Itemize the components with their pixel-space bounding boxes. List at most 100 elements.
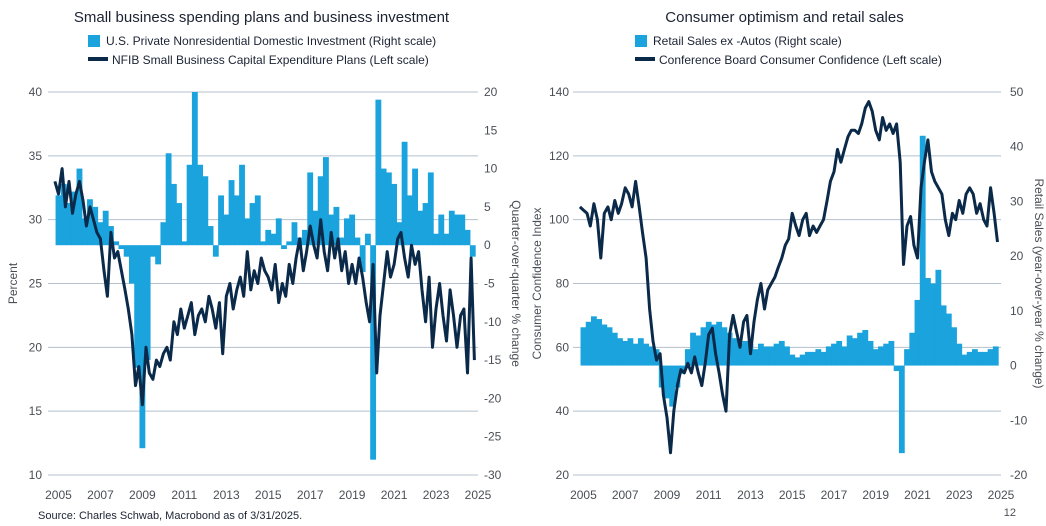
x-tick-label: 2005 bbox=[45, 488, 72, 502]
bar bbox=[700, 327, 707, 366]
x-tick-label: 2011 bbox=[171, 488, 197, 502]
bar bbox=[128, 245, 135, 284]
bar bbox=[757, 343, 764, 366]
legend-swatch-line bbox=[88, 57, 108, 61]
x-tick-label: 2011 bbox=[696, 488, 722, 502]
bar bbox=[716, 321, 723, 366]
bar bbox=[971, 349, 978, 366]
bar bbox=[590, 316, 597, 366]
bar bbox=[364, 233, 371, 246]
bar bbox=[904, 349, 910, 366]
bar bbox=[794, 357, 801, 366]
y-tick-label-right: 5 bbox=[484, 200, 491, 214]
y-tick-label-right: -10 bbox=[484, 315, 502, 329]
legend-item-bar: Retail Sales ex -Autos (Right scale) bbox=[635, 34, 842, 48]
x-tick-label: 2015 bbox=[255, 488, 282, 502]
x-tick-label: 2019 bbox=[339, 488, 366, 502]
bar bbox=[799, 354, 806, 366]
bar bbox=[820, 351, 827, 366]
bar bbox=[291, 222, 298, 246]
bar bbox=[622, 340, 629, 366]
bar bbox=[349, 214, 356, 246]
bar bbox=[867, 340, 874, 366]
source-note: Source: Charles Schwab, Macrobond as of … bbox=[38, 510, 303, 522]
y-tick-label-right: 40 bbox=[1010, 140, 1024, 154]
y-axis-title-right: Quarter-over-quarter % change bbox=[509, 200, 523, 367]
y-tick-label-right: 10 bbox=[484, 162, 498, 176]
bar bbox=[752, 349, 759, 366]
y-tick-label-left: 80 bbox=[556, 277, 570, 291]
bar bbox=[841, 346, 848, 366]
legend-label: NFIB Small Business Capital Expenditure … bbox=[112, 53, 429, 67]
y-tick-label-right: 0 bbox=[1010, 359, 1017, 373]
bar bbox=[359, 245, 366, 273]
bar bbox=[585, 321, 592, 366]
bar bbox=[784, 346, 790, 366]
page-number: 12 bbox=[1003, 507, 1016, 519]
bar bbox=[721, 327, 728, 366]
x-tick-label: 2017 bbox=[297, 488, 324, 502]
bar bbox=[992, 346, 999, 366]
bar bbox=[617, 338, 623, 366]
y-tick-label-left: 35 bbox=[29, 149, 43, 163]
y-tick-label-left: 15 bbox=[29, 404, 43, 418]
x-tick-label: 2013 bbox=[737, 488, 764, 502]
bar bbox=[380, 168, 387, 246]
x-tick-label: 2007 bbox=[87, 488, 114, 502]
y-tick-label-right: 0 bbox=[484, 238, 491, 252]
bar bbox=[139, 245, 146, 449]
legend-label: Conference Board Consumer Confidence (Le… bbox=[659, 53, 942, 67]
bar bbox=[857, 332, 863, 366]
bar bbox=[580, 327, 587, 366]
bar bbox=[956, 343, 963, 366]
bar bbox=[883, 343, 890, 366]
bar bbox=[134, 245, 141, 368]
x-tick-label: 2023 bbox=[946, 488, 973, 502]
bar bbox=[233, 195, 240, 246]
y-tick-label-right: 10 bbox=[1010, 304, 1024, 318]
bar bbox=[930, 283, 937, 366]
bar bbox=[831, 343, 837, 366]
bar bbox=[149, 245, 156, 257]
bar bbox=[97, 222, 104, 246]
bar bbox=[197, 164, 203, 246]
x-tick-label: 2009 bbox=[654, 488, 681, 502]
bar bbox=[307, 172, 314, 246]
bar bbox=[773, 343, 780, 366]
bar bbox=[742, 340, 749, 366]
bar bbox=[919, 135, 926, 366]
x-tick-label: 2009 bbox=[129, 488, 156, 502]
bar bbox=[606, 327, 613, 366]
y-tick-label-left: 120 bbox=[549, 149, 569, 163]
y-tick-label-right: 30 bbox=[1010, 194, 1024, 208]
chart-plot-left: 4035302520151020151050-5-10-15-20-25-302… bbox=[6, 85, 523, 502]
bar bbox=[815, 349, 822, 366]
bar bbox=[987, 349, 994, 366]
chart-title: Small business spending plans and busine… bbox=[73, 9, 450, 26]
bar bbox=[144, 245, 151, 361]
bar bbox=[611, 332, 618, 366]
bar bbox=[454, 214, 460, 246]
y-tick-label-left: 20 bbox=[29, 340, 43, 354]
y-tick-label-left: 25 bbox=[29, 277, 43, 291]
bar bbox=[160, 222, 167, 246]
legend-swatch-bar bbox=[88, 35, 100, 47]
bar bbox=[768, 346, 775, 366]
chart-panel-left: Small business spending plans and busine… bbox=[0, 0, 523, 510]
bar bbox=[804, 351, 811, 366]
bar bbox=[239, 164, 245, 246]
x-tick-label: 2017 bbox=[821, 488, 848, 502]
bar bbox=[669, 365, 676, 407]
bar bbox=[176, 203, 183, 246]
bar bbox=[982, 351, 989, 366]
bar bbox=[648, 346, 655, 366]
legend-label: Retail Sales ex -Autos (Right scale) bbox=[653, 34, 842, 48]
bar bbox=[417, 210, 424, 246]
bar bbox=[422, 203, 429, 246]
bar bbox=[878, 346, 884, 366]
bar bbox=[212, 245, 219, 257]
bar bbox=[370, 245, 377, 460]
bar bbox=[186, 164, 193, 246]
y-tick-label-right: 15 bbox=[484, 123, 498, 137]
